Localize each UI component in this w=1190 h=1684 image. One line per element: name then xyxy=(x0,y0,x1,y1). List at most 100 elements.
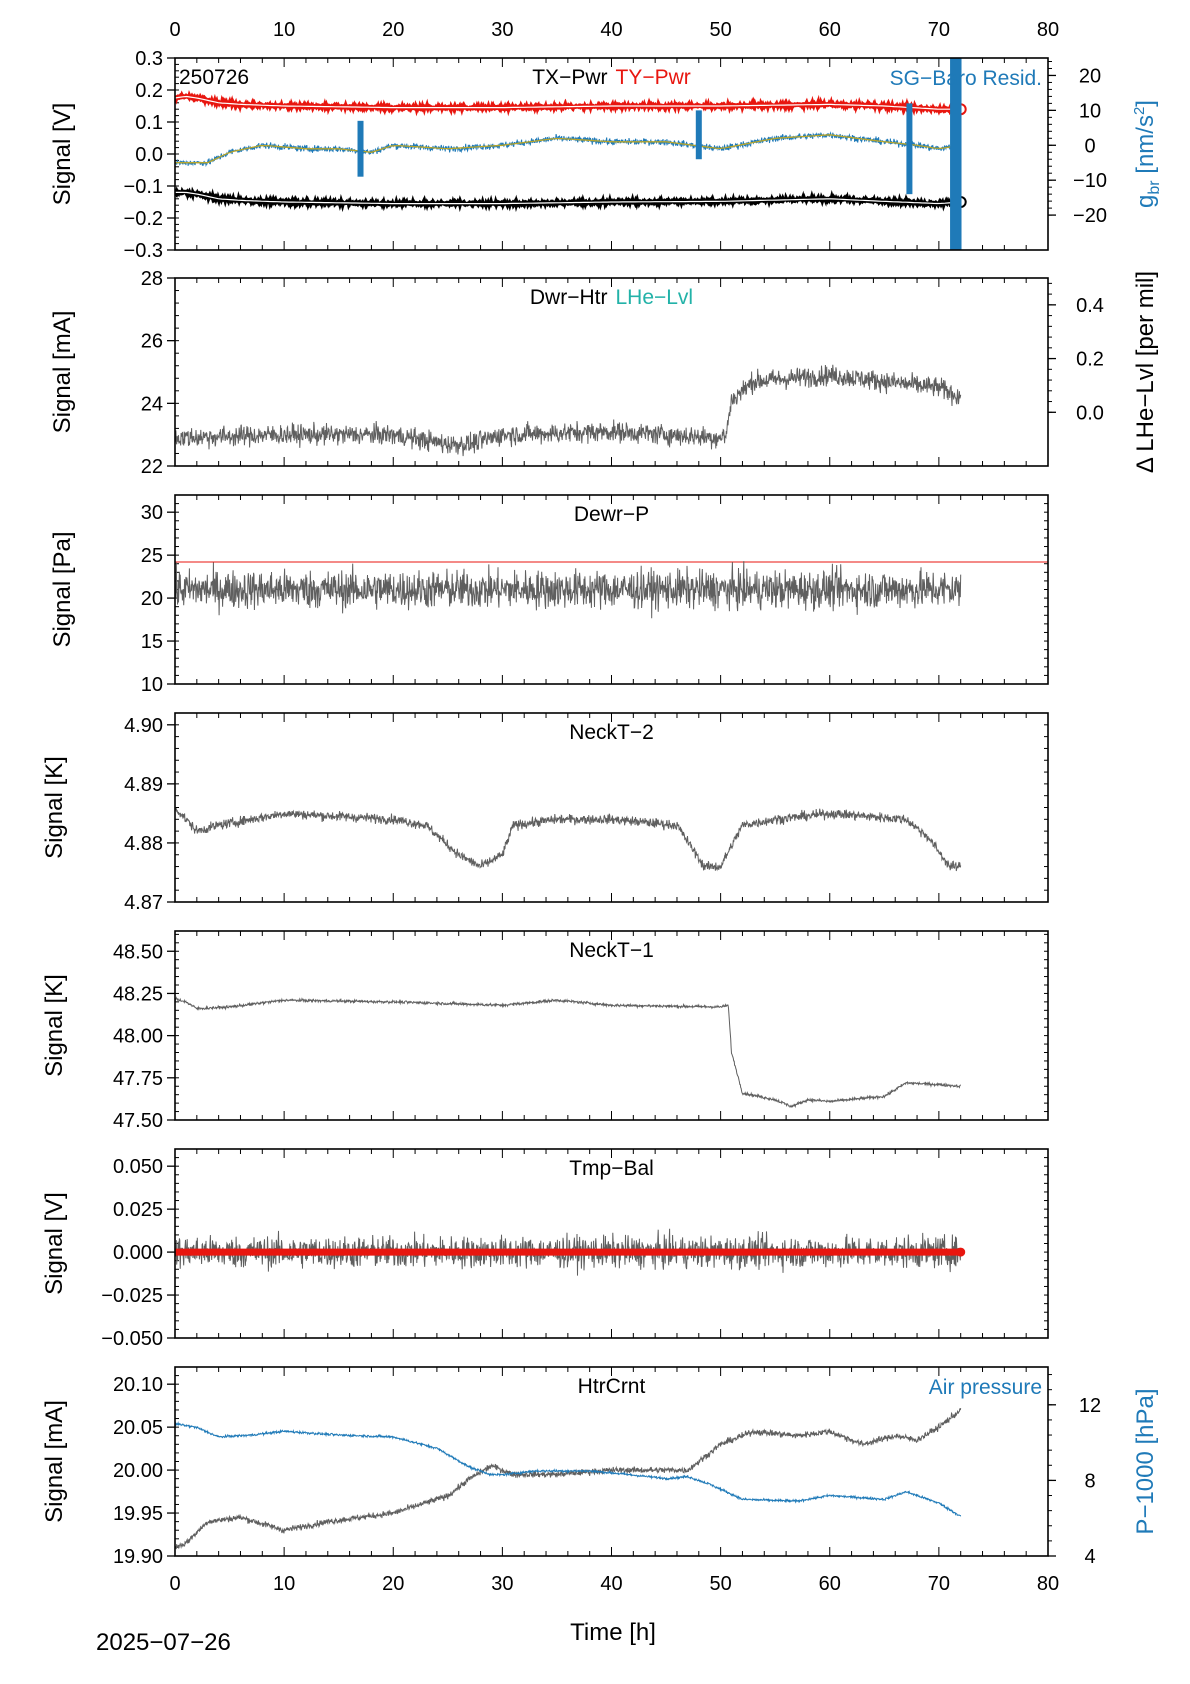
bottom-x-tick-label: 70 xyxy=(928,1573,950,1595)
panel-frame xyxy=(174,930,1049,1121)
y-tick-label: 4.88 xyxy=(124,833,163,855)
y-axis-label: Signal [Pa] xyxy=(49,531,76,647)
y2-axis-label-part: br xyxy=(1146,180,1163,195)
y2-tick-label: 4 xyxy=(1084,1546,1095,1568)
y2-tick-label: −20 xyxy=(1073,205,1107,227)
panel-title-part: Dewr−P xyxy=(574,503,649,526)
panel-title-part: NeckT−2 xyxy=(569,721,654,744)
top-x-tick-label: 70 xyxy=(928,19,950,41)
bottom-x-axis: 0 10 20 30 40 50 60 70 80 xyxy=(169,1573,1059,1595)
panel-frame xyxy=(174,277,1049,467)
panel-p5: 47.50 47.75 48.00 48.25 48.50 NeckT−1 Signal [… xyxy=(41,930,1049,1132)
panel-p7: 19.90 19.95 20.00 20.05 20.10 4 8 12 HtrCrnt Air … xyxy=(41,1366,1159,1568)
y-axis-label: Signal [mA] xyxy=(49,311,76,434)
y-tick-label: 0.1 xyxy=(135,112,163,134)
y2-tick-label: 0.0 xyxy=(1076,402,1104,424)
top-x-tick-label: 50 xyxy=(710,19,732,41)
panel-tag: 250726 xyxy=(179,66,249,89)
y-tick-label: 4.90 xyxy=(124,715,163,737)
y-tick-label: 10 xyxy=(141,674,163,696)
bottom-x-tick-label: 40 xyxy=(600,1573,622,1595)
y2-tick-label: 0.2 xyxy=(1076,349,1104,371)
y-tick-label: −0.2 xyxy=(124,208,163,230)
series-layer xyxy=(175,58,967,250)
y-axis-label: Signal [V] xyxy=(49,103,76,206)
panel-title-part: Dwr−Htr xyxy=(530,286,608,309)
panel-title: HtrCrnt xyxy=(578,1375,646,1398)
y-tick-label: 25 xyxy=(141,545,163,567)
series-line xyxy=(175,1421,962,1517)
panel-frame xyxy=(174,712,1049,903)
panel-title: TX−Pwr TY−Pwr xyxy=(532,66,691,89)
panel-title: NeckT−2 xyxy=(569,721,654,744)
panel-right-title: Air pressure xyxy=(929,1376,1042,1399)
panel-right-title: SG−Baro Resid. xyxy=(890,67,1042,90)
y-tick-label: −0.050 xyxy=(101,1328,163,1350)
panel-title-part: NeckT−1 xyxy=(569,939,654,962)
y2-axis-label-part: g xyxy=(1132,195,1159,208)
y-tick-label: 4.89 xyxy=(124,774,163,796)
panel-title: Dewr−P xyxy=(574,503,649,526)
panel-title: NeckT−1 xyxy=(569,939,654,962)
y-tick-label: 20.10 xyxy=(113,1374,163,1396)
residual-spike xyxy=(357,120,364,177)
series-layer xyxy=(175,364,962,457)
series-layer xyxy=(175,807,962,872)
series-line xyxy=(175,561,962,619)
series-line xyxy=(175,807,962,872)
y-tick-label: 20.05 xyxy=(113,1417,163,1439)
y-tick-label: 4.87 xyxy=(124,892,163,914)
y-tick-label: 0.2 xyxy=(135,80,163,102)
residual-spike xyxy=(906,103,913,195)
y-tick-label: 47.50 xyxy=(113,1110,163,1132)
y-axis-label: Signal [K] xyxy=(41,756,68,859)
y-tick-label: −0.3 xyxy=(124,240,163,262)
series-layer xyxy=(175,561,1048,619)
y2-axis-label-part: [nm/s xyxy=(1132,115,1159,180)
y-axis-label: Signal [mA] xyxy=(41,1400,68,1523)
bottom-x-tick-label: 30 xyxy=(491,1573,513,1595)
date-label: 2025−07−26 xyxy=(96,1629,231,1656)
panel-title-part: Tmp−Bal xyxy=(569,1157,654,1180)
y2-axis-label: gbr [nm/s2] xyxy=(1131,100,1163,208)
series-fit-line xyxy=(175,95,961,110)
panel-frame xyxy=(174,1148,1049,1339)
y-tick-label: 28 xyxy=(141,268,163,290)
y-tick-label: −0.1 xyxy=(124,176,163,198)
panel-title-part: TX−Pwr xyxy=(532,66,607,89)
y-tick-label: 48.50 xyxy=(113,941,163,963)
y-tick-label: 30 xyxy=(141,502,163,524)
top-x-tick-label: 30 xyxy=(491,19,513,41)
panel-title-part: LHe−Lvl xyxy=(615,286,693,309)
y-axis-label: Signal [K] xyxy=(41,974,68,1077)
y-tick-label: 26 xyxy=(141,331,163,353)
y-tick-label: 48.00 xyxy=(113,1026,163,1048)
y-tick-label: 20.00 xyxy=(113,1460,163,1482)
series-layer xyxy=(175,1228,966,1276)
y-axis-label: Signal [V] xyxy=(41,1192,68,1295)
panel-frame xyxy=(174,1366,1049,1557)
y-tick-label: 24 xyxy=(141,393,163,415)
y-tick-label: 15 xyxy=(141,631,163,653)
panel-title: Dwr−Htr LHe−Lvl xyxy=(530,286,693,309)
y2-tick-label: 0 xyxy=(1084,135,1095,157)
y-tick-label: 20 xyxy=(141,588,163,610)
residual-spike xyxy=(950,58,957,250)
y-tick-label: 0.3 xyxy=(135,48,163,70)
panel-p6: −0.050 −0.025 0.000 0.025 0.050 Tmp−Bal Signal… xyxy=(41,1148,1049,1350)
y2-axis-label: Δ LHe−Lvl [per mil] xyxy=(1132,271,1159,473)
bottom-x-tick-label: 80 xyxy=(1037,1573,1059,1595)
top-x-tick-label: 10 xyxy=(273,19,295,41)
y2-axis-label-part: ] xyxy=(1132,100,1159,107)
y-tick-label: 0.050 xyxy=(113,1156,163,1178)
y-tick-label: 0.025 xyxy=(113,1199,163,1221)
y-tick-label: −0.025 xyxy=(101,1285,163,1307)
series-line xyxy=(175,1228,962,1276)
residual-spike xyxy=(955,58,962,250)
panel-title-part: HtrCrnt xyxy=(578,1375,646,1398)
y-tick-label: 48.25 xyxy=(113,983,163,1005)
panel-p4: 4.87 4.88 4.89 4.90 NeckT−2 Signal [K] xyxy=(41,712,1049,914)
series-line xyxy=(175,134,961,164)
y2-tick-label: 12 xyxy=(1079,1395,1101,1417)
